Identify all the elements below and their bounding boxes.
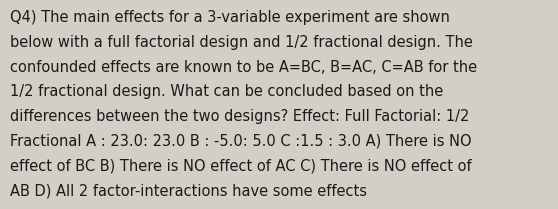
Text: Fractional A : 23.0: 23.0 B : -5.0: 5.0 C :1.5 : 3.0 A) There is NO: Fractional A : 23.0: 23.0 B : -5.0: 5.0 … [10,134,472,149]
Text: confounded effects are known to be A=BC, B=AC, C=AB for the: confounded effects are known to be A=BC,… [10,60,477,75]
Text: AB D) All 2 factor-interactions have some effects: AB D) All 2 factor-interactions have som… [10,183,367,198]
Text: Q4) The main effects for a 3-variable experiment are shown: Q4) The main effects for a 3-variable ex… [10,10,450,25]
Text: differences between the two designs? Effect: Full Factorial: 1/2: differences between the two designs? Eff… [10,109,469,124]
Text: 1/2 fractional design. What can be concluded based on the: 1/2 fractional design. What can be concl… [10,84,443,99]
Text: below with a full factorial design and 1/2 fractional design. The: below with a full factorial design and 1… [10,35,473,50]
Text: effect of BC B) There is NO effect of AC C) There is NO effect of: effect of BC B) There is NO effect of AC… [10,158,472,173]
